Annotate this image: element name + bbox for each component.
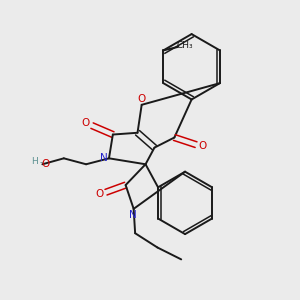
Text: CH₃: CH₃: [177, 41, 193, 50]
Text: O: O: [137, 94, 145, 104]
Text: N: N: [129, 210, 137, 220]
Text: O: O: [42, 159, 50, 169]
Text: -: -: [39, 157, 43, 167]
Text: O: O: [95, 189, 104, 199]
Text: N: N: [100, 153, 107, 163]
Text: H: H: [31, 158, 38, 166]
Text: O: O: [199, 141, 207, 151]
Text: O: O: [81, 118, 90, 128]
